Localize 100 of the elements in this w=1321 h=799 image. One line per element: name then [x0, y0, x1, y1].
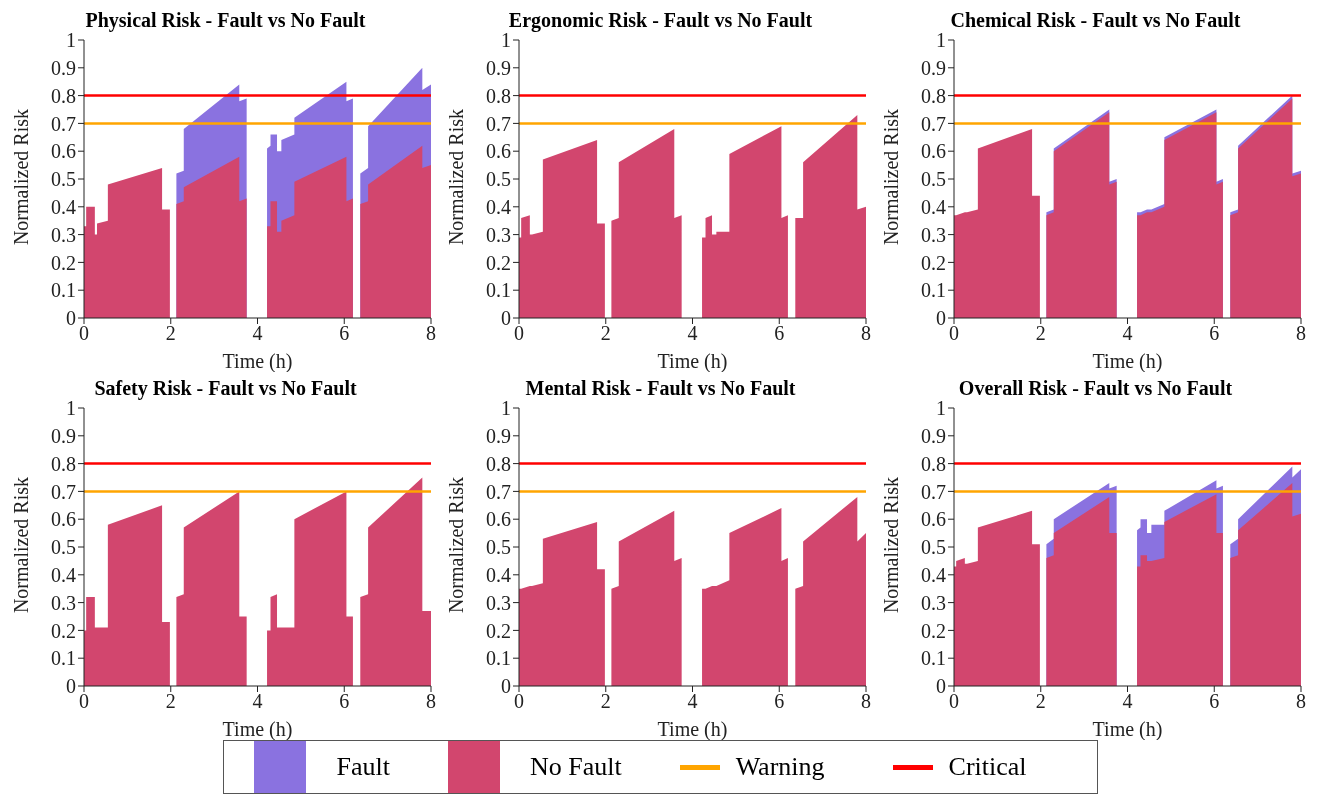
y-tick-label: 0.6: [51, 508, 76, 531]
x-axis-title: Time (h): [1092, 718, 1163, 741]
x-tick-label: 2: [600, 322, 611, 345]
y-tick-label: 0.7: [51, 480, 76, 503]
y-tick-label: 1: [501, 29, 511, 52]
x-tick-label: 4: [687, 690, 698, 713]
y-tick-label: 1: [66, 29, 76, 52]
y-tick-label: 0.4: [486, 563, 511, 586]
y-tick-label: 0.1: [486, 647, 511, 670]
x-tick-label: 6: [774, 690, 785, 713]
y-tick-label: 0.4: [486, 195, 511, 218]
y-tick-label: 0.1: [921, 279, 946, 302]
y-tick-label: 0.2: [921, 251, 946, 274]
y-tick-label: 0.7: [921, 480, 946, 503]
y-tick-label: 0.9: [921, 424, 946, 447]
y-tick-label: 0.2: [51, 251, 76, 274]
y-tick-label: 0.1: [486, 279, 511, 302]
y-axis-title: Normalized Risk: [880, 476, 903, 614]
y-tick-label: 0.8: [51, 452, 76, 475]
x-tick-label: 6: [1209, 322, 1220, 345]
y-tick-label: 0.8: [921, 452, 946, 475]
y-tick-label: 0.5: [921, 536, 946, 559]
y-tick-label: 0.2: [486, 251, 511, 274]
y-axis-title: Normalized Risk: [445, 476, 468, 614]
y-tick-label: 0.1: [921, 647, 946, 670]
legend-label: No Fault: [529, 752, 622, 782]
x-tick-label: 6: [774, 322, 785, 345]
y-tick-label: 0.9: [921, 56, 946, 79]
y-tick-label: 0.6: [486, 140, 511, 163]
y-tick-label: 1: [936, 29, 946, 52]
chart-title: Physical Risk - Fault vs No Fault: [85, 9, 366, 31]
y-tick-label: 0.9: [51, 56, 76, 79]
x-tick-label: 4: [1122, 690, 1133, 713]
y-tick-label: 0.8: [486, 452, 511, 475]
x-axis-title: Time (h): [657, 350, 728, 373]
y-tick-label: 0.8: [51, 84, 76, 107]
x-tick-label: 8: [426, 322, 436, 345]
y-tick-label: 0.7: [486, 112, 511, 135]
chart-title: Ergonomic Risk - Fault vs No Fault: [507, 8, 814, 32]
chart-title: Safety Risk - Fault vs No Fault: [94, 377, 357, 399]
y-tick-label: 0.4: [921, 195, 946, 218]
x-tick-label: 8: [1296, 322, 1306, 345]
y-tick-label: 0.3: [51, 223, 76, 246]
y-axis-title: Normalized Risk: [445, 108, 468, 246]
y-tick-label: 0.4: [51, 563, 76, 586]
y-tick-label: 0.2: [51, 619, 76, 642]
y-tick-label: 0.6: [486, 508, 511, 531]
chart-title: Mental Risk - Fault vs No Fault: [525, 377, 796, 399]
y-tick-label: 0.3: [921, 223, 946, 246]
x-axis-title: Time (h): [222, 718, 293, 741]
y-tick-label: 0.7: [51, 112, 76, 135]
x-tick-label: 6: [1209, 690, 1220, 713]
x-tick-label: 8: [426, 690, 436, 713]
y-tick-label: 0.6: [921, 508, 946, 531]
y-tick-label: 0.5: [51, 536, 76, 559]
legend-label: Critical: [948, 752, 1027, 782]
y-tick-label: 0: [501, 675, 511, 698]
y-axis-title: Normalized Risk: [10, 108, 33, 246]
y-tick-label: 0.6: [51, 140, 76, 163]
y-tick-label: 1: [501, 397, 511, 420]
chart-title: Chemical Risk - Fault vs No Fault: [950, 9, 1241, 31]
legend-label: Warning: [735, 752, 825, 782]
x-tick-label: 6: [339, 690, 350, 713]
x-tick-label: 2: [1035, 322, 1046, 345]
y-tick-label: 0: [936, 675, 946, 698]
y-tick-label: 0: [501, 307, 511, 330]
x-tick-label: 8: [1296, 690, 1306, 713]
y-tick-label: 0.5: [486, 168, 511, 191]
x-tick-label: 4: [1122, 322, 1133, 345]
y-axis-title: Normalized Risk: [10, 476, 33, 614]
y-tick-label: 1: [66, 397, 76, 420]
y-tick-label: 0.1: [51, 279, 76, 302]
y-tick-label: 0.8: [486, 84, 511, 107]
y-tick-label: 0.5: [51, 168, 76, 191]
y-tick-label: 0.2: [486, 619, 511, 642]
y-tick-label: 0: [936, 307, 946, 330]
legend-label: Fault: [336, 752, 390, 782]
y-tick-label: 0.4: [921, 563, 946, 586]
x-tick-label: 4: [252, 690, 263, 713]
x-axis-title: Time (h): [657, 718, 728, 741]
chart-title: Overall Risk - Fault vs No Fault: [958, 377, 1233, 399]
x-tick-label: 2: [165, 690, 176, 713]
y-tick-label: 0.3: [921, 591, 946, 614]
y-axis-title: Normalized Risk: [880, 108, 903, 246]
x-tick-label: 2: [165, 322, 176, 345]
x-axis-title: Time (h): [222, 350, 293, 373]
y-tick-label: 0.8: [921, 84, 946, 107]
y-tick-label: 0.7: [921, 112, 946, 135]
y-tick-label: 0: [66, 307, 76, 330]
y-tick-label: 1: [936, 397, 946, 420]
y-tick-label: 0.3: [486, 591, 511, 614]
y-tick-label: 0.2: [921, 619, 946, 642]
y-tick-label: 0.1: [51, 647, 76, 670]
y-tick-label: 0.7: [486, 480, 511, 503]
x-axis-title: Time (h): [1092, 350, 1163, 373]
x-tick-label: 8: [861, 690, 871, 713]
x-tick-label: 4: [687, 322, 698, 345]
y-tick-label: 0.3: [51, 591, 76, 614]
y-tick-label: 0.9: [51, 424, 76, 447]
y-tick-label: 0.3: [486, 223, 511, 246]
